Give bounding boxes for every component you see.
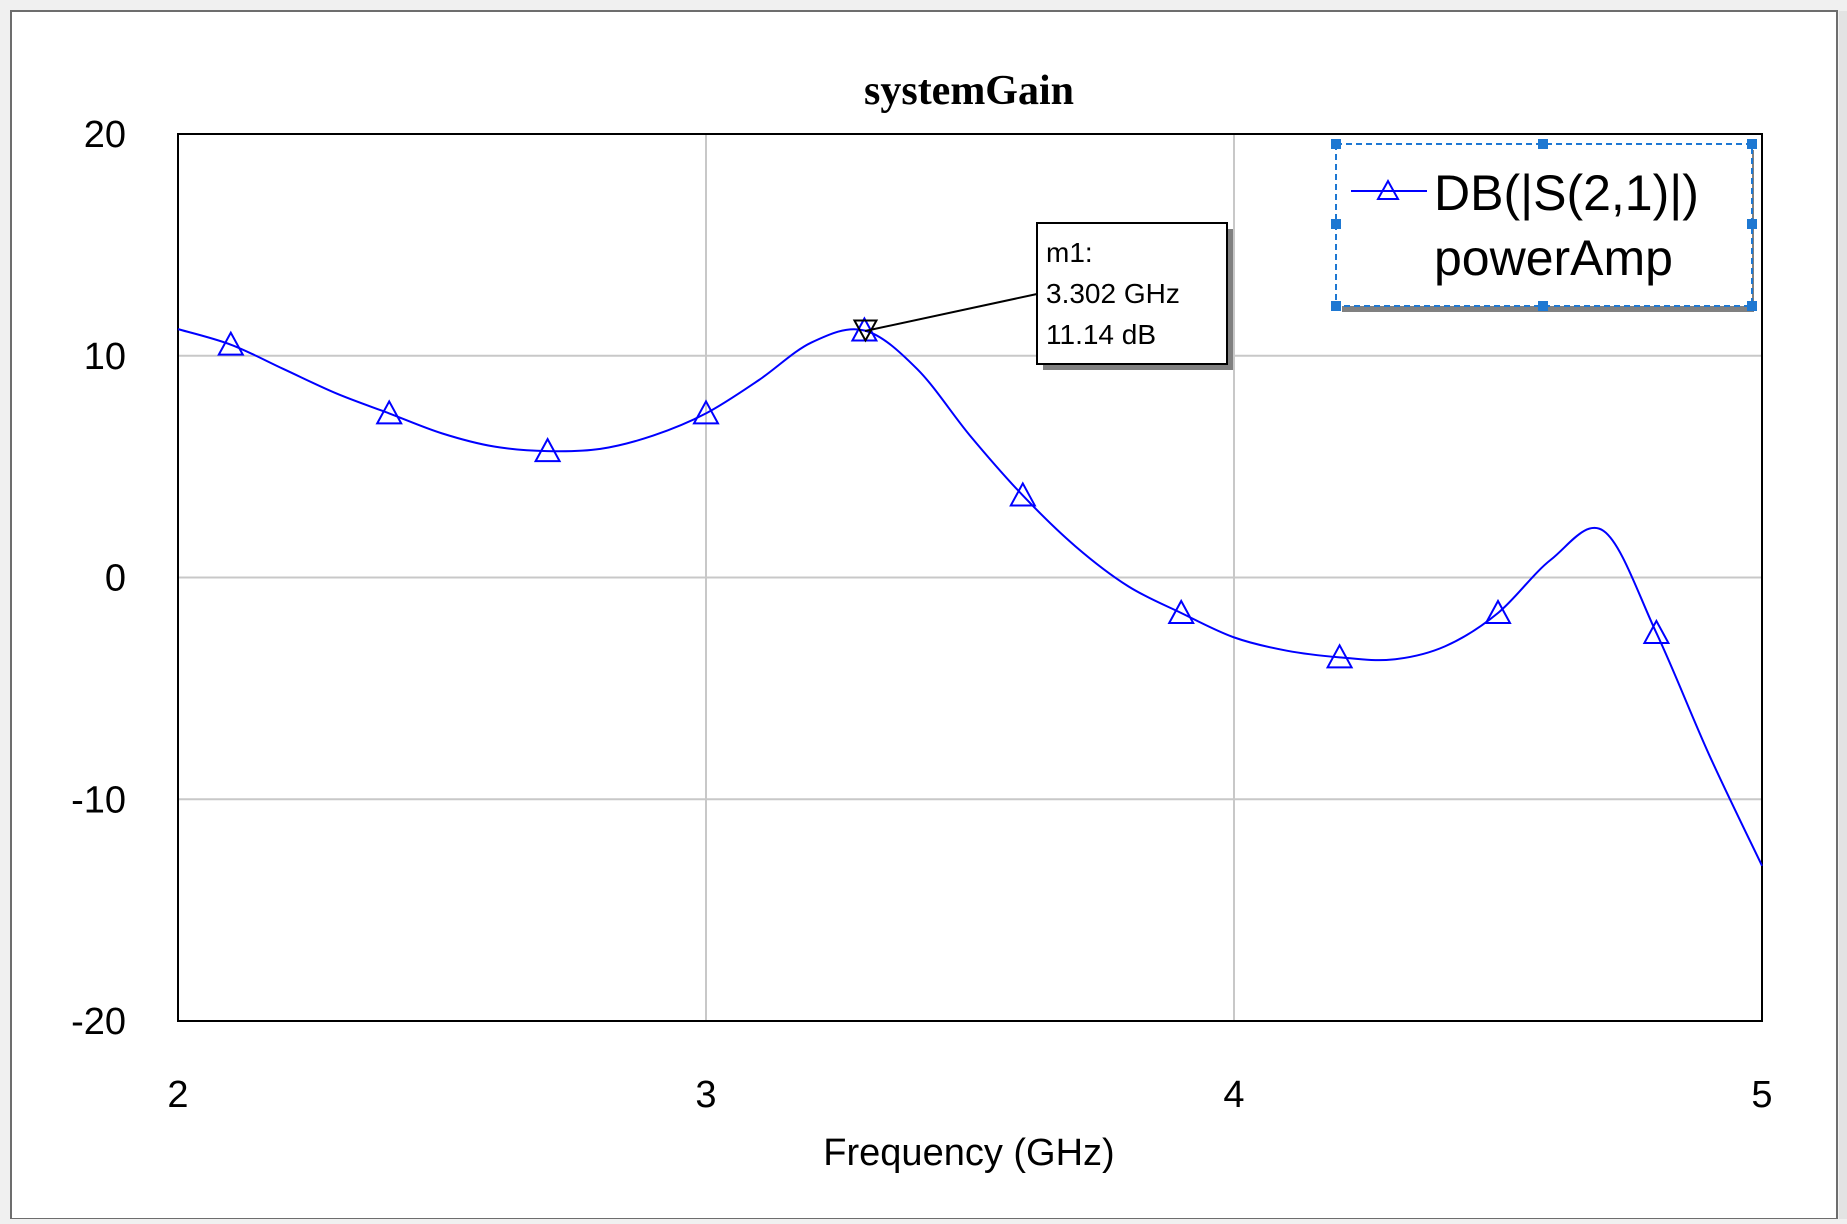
- x-tick-label: 3: [695, 1074, 716, 1116]
- legend-triangle-icon: [1376, 178, 1400, 200]
- marker-m1[interactable]: m1: 3.302 GHz 11.14 dB: [852, 222, 1233, 370]
- legend-handle[interactable]: [1331, 301, 1341, 311]
- y-tick-label: -10: [71, 779, 126, 821]
- graph-panel-right-shadow: [1839, 11, 1847, 1219]
- series-group: [177, 316, 1763, 867]
- marker-triangle-icon: [852, 319, 879, 343]
- legend-handle[interactable]: [1331, 139, 1341, 149]
- data-point-marker: [1642, 618, 1671, 644]
- x-axis-ticks: 2 3 4 5: [167, 1074, 1772, 1116]
- legend-box[interactable]: [1335, 143, 1753, 307]
- data-point-marker: [1167, 598, 1195, 624]
- legend-handle[interactable]: [1331, 219, 1341, 229]
- legend-series-sublabel: powerAmp: [1434, 230, 1673, 286]
- marker-box[interactable]: [1036, 222, 1228, 365]
- data-point-marker: [217, 330, 245, 356]
- y-axis-ticks: 20 10 0 -10 -20: [71, 114, 126, 1043]
- legend[interactable]: DB(|S(2,1)|) powerAmp: [1331, 139, 1757, 312]
- x-tick-label: 4: [1223, 1074, 1244, 1116]
- grid-lines: [178, 134, 1762, 1021]
- y-tick-label: -20: [71, 1001, 126, 1043]
- plot-area-frame: [177, 133, 1763, 1022]
- x-tick-label: 2: [167, 1074, 188, 1116]
- marker-leader-line: [864, 293, 1038, 332]
- legend-handle[interactable]: [1747, 139, 1757, 149]
- data-point-marker: [1009, 481, 1037, 507]
- data-point-marker: [375, 399, 403, 425]
- marker-value: 11.14 dB: [1046, 319, 1156, 350]
- y-tick-label: 0: [105, 558, 126, 600]
- legend-handle[interactable]: [1747, 219, 1757, 229]
- x-axis-label: Frequency (GHz): [823, 1132, 1114, 1174]
- marker-name: m1:: [1046, 237, 1093, 268]
- data-point-marker: [692, 399, 720, 425]
- chart-title: systemGain: [864, 68, 1074, 114]
- legend-series-name: DB(|S(2,1)|): [1434, 165, 1699, 221]
- data-point-marker: [533, 437, 562, 463]
- series-line: [177, 328, 1763, 867]
- y-tick-label: 10: [84, 336, 126, 378]
- y-tick-label: 20: [84, 114, 126, 156]
- x-tick-label: 5: [1751, 1074, 1772, 1116]
- data-point-marker: [1484, 598, 1512, 624]
- marker-frequency: 3.302 GHz: [1046, 278, 1180, 309]
- data-point-marker: [1325, 643, 1354, 669]
- legend-handle[interactable]: [1538, 301, 1548, 311]
- legend-handle[interactable]: [1747, 301, 1757, 311]
- legend-handle[interactable]: [1538, 139, 1548, 149]
